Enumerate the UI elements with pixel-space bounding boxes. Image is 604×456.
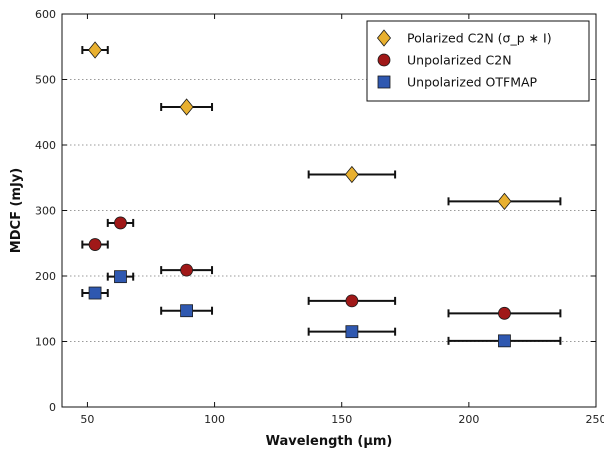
axis-ticks: 0 100 200 300 400 500 600 50 100 150 200 250 xyxy=(35,8,604,426)
circle-marker xyxy=(88,238,102,251)
y-tick-label: 300 xyxy=(35,205,56,218)
legend-diamond-marker xyxy=(376,29,392,47)
y-tick-label: 0 xyxy=(49,401,56,414)
diamond-marker xyxy=(344,165,359,184)
legend-circle-marker xyxy=(377,53,391,67)
y-axis-label: MDCF (mJy) xyxy=(9,168,24,253)
square-marker xyxy=(180,304,194,318)
square-marker xyxy=(88,286,102,300)
grid-lines xyxy=(62,79,596,342)
legend-entry-label: Unpolarized C2N xyxy=(407,53,512,68)
y-tick-label: 200 xyxy=(35,270,56,283)
circle-marker xyxy=(180,263,194,277)
diamond-marker xyxy=(88,41,103,59)
legend: Polarized C2N (σ_p ∗ I) Unpolarized C2N Un… xyxy=(366,20,590,102)
x-tick-label: 150 xyxy=(331,413,352,426)
y-tick-label: 600 xyxy=(35,8,56,21)
y-tick-label: 400 xyxy=(35,139,56,152)
plot-frame xyxy=(61,13,597,408)
legend-entry-label: Polarized C2N (σ_p ∗ I) xyxy=(407,31,552,46)
data-markers xyxy=(88,41,512,348)
legend-square-marker xyxy=(377,75,391,89)
square-marker xyxy=(498,334,511,348)
circle-marker xyxy=(114,216,127,230)
diamond-marker xyxy=(497,192,512,210)
circle-marker xyxy=(498,306,511,320)
x-tick-label: 50 xyxy=(80,413,94,426)
y-tick-label: 500 xyxy=(35,74,56,87)
x-tick-label: 200 xyxy=(458,413,479,426)
diamond-marker xyxy=(179,98,194,116)
legend-box xyxy=(366,20,590,102)
x-tick-label: 250 xyxy=(586,413,604,426)
y-tick-label: 100 xyxy=(35,336,56,349)
legend-entry-label: Unpolarized OTFMAP xyxy=(407,75,538,90)
x-tick-label: 100 xyxy=(204,413,225,426)
square-marker xyxy=(345,325,359,339)
circle-marker xyxy=(345,294,359,308)
square-marker xyxy=(114,270,127,284)
x-axis-label: Wavelength (µm) xyxy=(266,434,393,449)
